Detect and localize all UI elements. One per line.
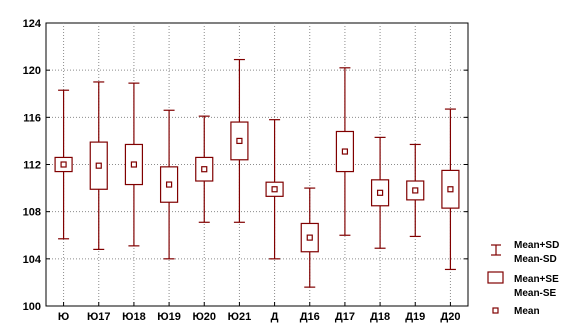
- y-axis: 100 104 108 112 116 120 124: [23, 18, 468, 313]
- legend-se-symbol: [487, 271, 504, 284]
- mean-marker: [412, 187, 419, 194]
- y-tick-label: 124: [23, 18, 42, 30]
- x-tick-label: Ю: [58, 311, 69, 323]
- legend-sd-symbol: [491, 244, 501, 256]
- box-group-10: [370, 136, 390, 249]
- x-tick-label: Ю19: [157, 311, 181, 323]
- x-tick-label: Д18: [370, 311, 390, 323]
- x-axis: Ю Ю17 Ю18 Ю19 Ю20 Ю21 Д Д16 Д17 Д18 Д19 Д20: [58, 302, 460, 323]
- x-tick-label: Д17: [335, 311, 355, 323]
- legend-sd-label-2: Mean-SD: [514, 254, 557, 265]
- legend-sd-label-1: Mean+SD: [514, 240, 559, 251]
- mean-marker: [271, 186, 278, 193]
- mean-marker: [236, 137, 243, 145]
- box-series: [54, 58, 460, 288]
- x-tick-label: Д16: [300, 311, 320, 323]
- box-group-3: [124, 82, 144, 247]
- x-tick-label: Ю18: [122, 311, 146, 323]
- mean-marker: [201, 166, 208, 173]
- mean-marker: [95, 162, 102, 169]
- box-group-4: [159, 109, 179, 260]
- legend-mean-label: Mean: [514, 306, 540, 317]
- y-tick-label: 100: [23, 301, 41, 313]
- box-group-12: [441, 108, 460, 271]
- box-group-11: [406, 143, 425, 238]
- mean-marker: [165, 181, 173, 188]
- x-tick-label: Ю21: [228, 311, 252, 323]
- mean-marker: [341, 148, 349, 155]
- y-tick-label: 104: [23, 254, 42, 266]
- x-tick-label: Д19: [405, 311, 425, 323]
- y-tick-label: 120: [23, 65, 41, 77]
- box-group-8: [300, 187, 319, 288]
- box-group-5: [195, 115, 214, 223]
- legend-se-label-2: Mean-SE: [514, 288, 557, 299]
- legend-mean-symbol: [492, 307, 499, 314]
- mean-marker: [306, 234, 313, 241]
- box-group-7: [265, 119, 284, 260]
- y-tick-label: 116: [23, 112, 41, 124]
- box-group-2: [89, 81, 108, 250]
- mean-marker: [376, 189, 384, 196]
- legend: Mean+SD Mean-SD Mean+SE Mean-SE Mean: [487, 240, 559, 317]
- y-tick-label: 108: [23, 207, 41, 219]
- box-group-1: [54, 89, 73, 240]
- x-tick-label: Ю20: [192, 311, 216, 323]
- mean-marker: [60, 161, 67, 168]
- y-tick-label: 112: [23, 160, 41, 172]
- mean-marker: [130, 161, 138, 168]
- box-group-9: [335, 67, 355, 236]
- x-tick-label: Д: [271, 311, 279, 323]
- mean-marker: [447, 186, 454, 193]
- box-group-6: [230, 58, 249, 223]
- x-tick-label: Ю17: [87, 311, 111, 323]
- x-tick-label: Д20: [440, 311, 460, 323]
- legend-se-label-1: Mean+SE: [514, 274, 559, 285]
